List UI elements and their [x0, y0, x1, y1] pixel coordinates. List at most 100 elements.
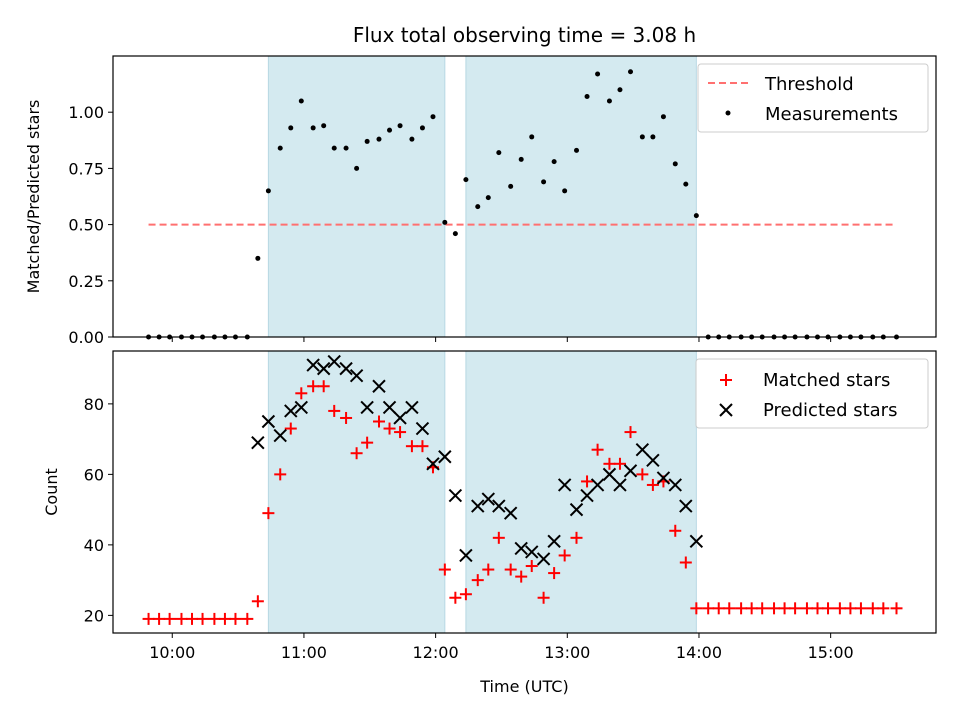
predicted-marker-b [327, 354, 341, 369]
matched-star-marker [854, 602, 867, 615]
measurement-point [693, 213, 699, 219]
predicted-star-marker [580, 488, 594, 503]
matched-star-marker [712, 602, 725, 615]
plot-frame [112, 350, 937, 634]
measurement-point [628, 69, 634, 75]
predicted-star-marker [689, 534, 704, 549]
y-tick-label: 80 [84, 395, 104, 414]
predicted-marker-b [557, 478, 572, 492]
matched-star-marker [789, 602, 802, 615]
legend-label-measurements: Measurements [765, 104, 898, 125]
legend-label-matched: Matched stars [763, 370, 890, 391]
predicted-star-marker [481, 492, 495, 506]
predicted-marker-b [382, 400, 397, 415]
measurement-point [518, 156, 524, 162]
y-tick-label: 0.00 [68, 328, 104, 347]
predicted-marker-b [646, 453, 660, 467]
y-axis-label: Count [42, 468, 61, 516]
predicted-marker-b [580, 488, 594, 503]
matched-star-marker [416, 440, 429, 453]
predicted-star-marker [547, 534, 561, 549]
matched-star-marker [459, 588, 472, 601]
y-axis: 20 40 60 80 [84, 395, 113, 625]
matched-star-marker [548, 567, 561, 580]
x-tick-label: 13:00 [544, 643, 590, 662]
matched-star-marker [877, 602, 890, 615]
predicted-star-marker [503, 506, 518, 520]
matched-star-marker [482, 563, 495, 576]
legend: Matched stars Predicted stars [695, 358, 929, 429]
measurement-point [331, 145, 337, 151]
predicted-marker-b [602, 467, 617, 482]
predicted-star-marker [646, 453, 660, 467]
predicted-marker-b [339, 361, 353, 376]
matched-star-marker [241, 612, 254, 625]
matched-star-marker [218, 612, 231, 625]
matched-star-marker [702, 602, 715, 615]
matched-star-marker [570, 531, 583, 544]
y-tick-label: 0.50 [68, 216, 104, 235]
measurement-point [617, 87, 623, 93]
matched-star-marker [208, 612, 221, 625]
matched-star-marker [866, 602, 879, 615]
y-tick-label: 40 [84, 536, 104, 555]
x-axis: 10:00 11:00 12:00 13:00 14:00 15:00 [149, 633, 854, 662]
predicted-star-marker [306, 358, 320, 372]
measurement-point [574, 147, 580, 153]
matched-star-marker [822, 602, 835, 615]
matched-star-marker [844, 602, 857, 615]
matched-star-marker [383, 422, 396, 435]
matched-star-marker [229, 612, 242, 625]
matched-star-marker [581, 475, 594, 488]
predicted-star-marker [294, 400, 309, 415]
matched-star-marker [756, 602, 769, 615]
matched-star-marker [274, 468, 287, 481]
matched-star-marker [890, 602, 903, 615]
measurement-point [541, 179, 547, 185]
chart-title: Flux total observing time = 3.08 h [353, 23, 696, 47]
measurement-point [683, 181, 689, 187]
measurement-point [255, 255, 261, 261]
measurement-point [529, 134, 535, 140]
y-tick-label: 1.00 [68, 103, 104, 122]
measurement-point [397, 123, 403, 129]
measurement-point [419, 125, 425, 131]
matched-star-marker [394, 426, 407, 439]
predicted-marker-b [635, 442, 650, 457]
matched-star-marker [307, 380, 320, 393]
y-tick-label: 0.25 [68, 272, 104, 291]
predicted-star-marker [679, 499, 693, 513]
measurement-point [551, 159, 557, 165]
measurement-point [310, 125, 316, 131]
matched-star-marker [723, 602, 736, 615]
matched-star-marker [833, 602, 846, 615]
matched-star-marker [735, 602, 748, 615]
predicted-star-marker [471, 499, 485, 513]
measurement-point [485, 195, 491, 201]
y-tick-label: 60 [84, 465, 104, 484]
measurement-point [562, 188, 568, 194]
x-tick-label: 15:00 [808, 643, 854, 662]
measurement-point [595, 71, 601, 77]
predicted-marker-b [438, 450, 452, 464]
measurement-points [146, 69, 899, 340]
predicted-star-marker [492, 499, 506, 513]
matched-star-marker [504, 563, 517, 576]
predicted-star-marker [602, 467, 617, 482]
predicted-marker-b [525, 545, 539, 559]
measurement-point [463, 177, 469, 183]
measurement-point [409, 136, 415, 142]
measurement-point [672, 161, 678, 167]
predicted-marker-b [590, 478, 605, 492]
predicted-star-marker [438, 450, 452, 464]
predicted-star-marker [656, 471, 671, 485]
matched-star-marker [251, 595, 264, 608]
plot-frame [112, 55, 937, 338]
measurement-point [298, 98, 304, 104]
predicted-marker-b [294, 400, 309, 415]
matched-star-marker [811, 602, 824, 615]
measurement-point [606, 98, 612, 104]
measurement-point [288, 125, 294, 131]
legend-label-predicted: Predicted stars [763, 400, 897, 421]
matched-star-marker [613, 457, 626, 470]
